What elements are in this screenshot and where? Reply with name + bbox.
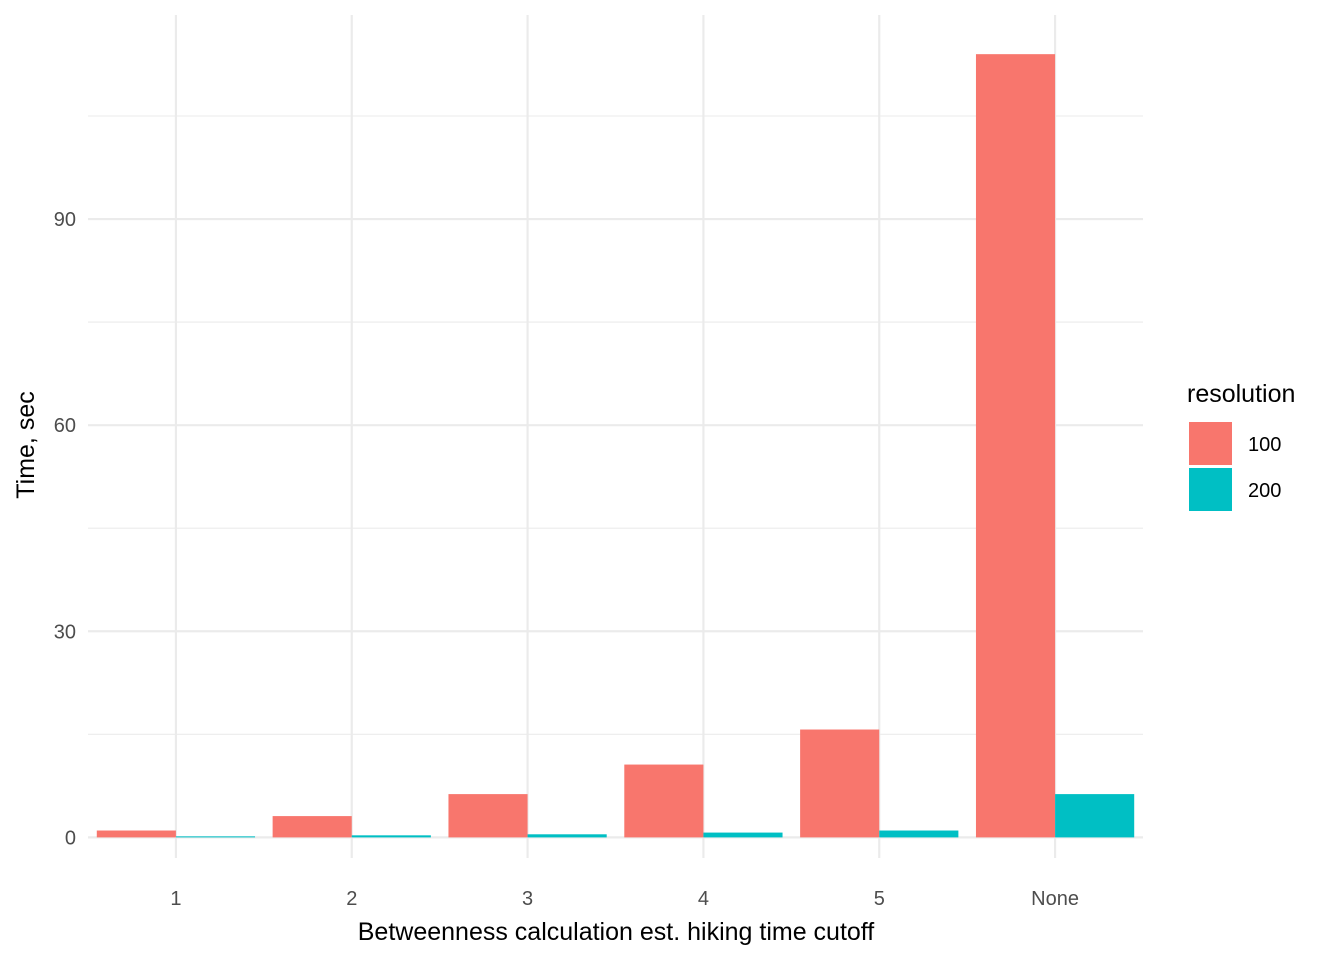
legend-label: 100 xyxy=(1248,434,1281,456)
bar-200-None xyxy=(1055,794,1135,838)
bar-200-3 xyxy=(527,834,607,838)
x-tick-label: 5 xyxy=(874,888,885,910)
legend: resolution 100 200 xyxy=(1187,380,1295,511)
y-tick-label: 90 xyxy=(54,209,76,231)
bar-200-5 xyxy=(879,830,959,838)
bar-100-None xyxy=(975,54,1056,838)
bar-100-2 xyxy=(272,816,352,838)
x-tick-label: None xyxy=(1031,888,1079,910)
bar-200-2 xyxy=(351,835,431,838)
y-axis-ticks: 0 30 60 90 xyxy=(54,209,76,849)
x-axis-title: Betweenness calculation est. hiking time… xyxy=(358,918,875,946)
y-tick-label: 30 xyxy=(54,621,76,643)
bars xyxy=(96,54,1135,838)
y-tick-label: 60 xyxy=(54,415,76,437)
bar-100-4 xyxy=(624,764,704,838)
x-tick-label: 2 xyxy=(346,888,357,910)
x-tick-label: 3 xyxy=(522,888,533,910)
x-tick-label: 1 xyxy=(170,888,181,910)
x-tick-label: 4 xyxy=(698,888,709,910)
y-tick-label: 0 xyxy=(65,827,76,849)
grid xyxy=(88,15,1143,858)
x-axis-ticks: 1 2 3 4 5 None xyxy=(170,888,1079,910)
y-axis-title: Time, sec xyxy=(12,391,40,498)
legend-title: resolution xyxy=(1187,380,1295,408)
bar-200-4 xyxy=(703,832,783,838)
legend-swatch-200 xyxy=(1189,468,1232,511)
bar-100-3 xyxy=(448,794,528,838)
bar-200-1 xyxy=(175,836,256,838)
bar-100-5 xyxy=(800,729,880,838)
bar-100-1 xyxy=(96,830,176,838)
legend-label: 200 xyxy=(1248,480,1281,502)
legend-swatch-100 xyxy=(1189,422,1232,465)
